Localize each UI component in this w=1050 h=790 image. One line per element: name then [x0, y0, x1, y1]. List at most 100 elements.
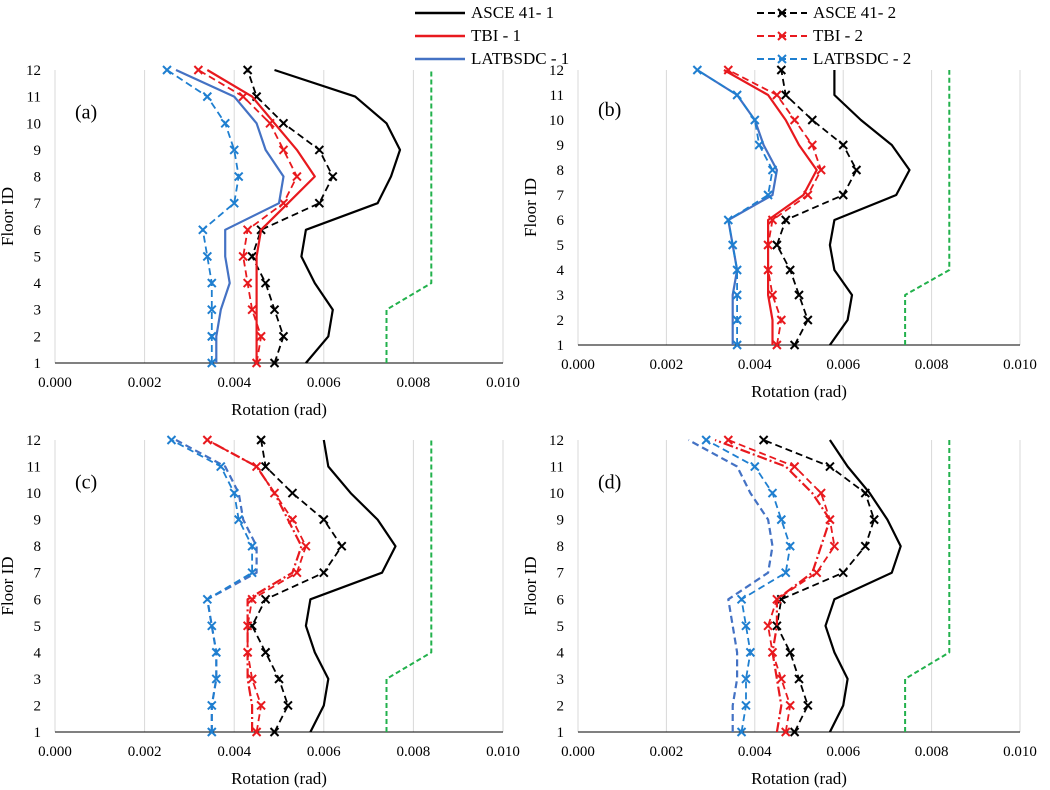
x-tick-label: 0.010 [1003, 744, 1037, 760]
data-point-asce-41-2 [785, 647, 795, 658]
y-tick-label: 11 [550, 88, 564, 104]
series-line-latbsdc-2 [696, 69, 774, 345]
x-tick-label: 0.004 [217, 744, 251, 760]
data-point-asce-41-2 [825, 461, 835, 472]
data-point-tbi-2 [251, 358, 262, 368]
x-tick-label: 0.004 [738, 744, 772, 760]
data-point-latbsdc-2 [202, 91, 213, 102]
data-point-tbi-2 [829, 541, 840, 551]
data-point-asce-41-2 [772, 621, 782, 631]
data-point-tbi-2 [292, 568, 302, 578]
data-point-tbi-2 [789, 115, 800, 125]
series-line-asce-41-1 [828, 70, 911, 346]
y-axis-title: Floor ID [521, 556, 540, 615]
legend: ASCE 41- 1 ASCE 41- 2 TBI - 1 TBI - 2 LA… [415, 0, 1045, 70]
data-point-asce-41-2 [314, 198, 325, 208]
series-line-tbi-2 [727, 439, 836, 733]
x-axis-title: Rotation (rad) [751, 769, 847, 788]
x-axis-title: Rotation (rad) [231, 400, 327, 419]
data-point-tbi-2 [767, 290, 778, 300]
y-tick-label: 2 [557, 313, 565, 329]
y-tick-label: 6 [34, 592, 42, 608]
data-point-tbi-2 [776, 315, 787, 325]
data-point-latbsdc-2 [207, 621, 217, 631]
x-tick-label: 0.000 [38, 744, 72, 760]
series-line-tbi-2 [727, 69, 822, 346]
data-point-tbi-2 [247, 674, 257, 684]
data-point-tbi-2 [278, 198, 289, 208]
data-point-tbi-2 [825, 514, 835, 525]
data-point-tbi-2 [242, 225, 253, 235]
data-point-latbsdc-2 [162, 65, 172, 75]
data-point-tbi-2 [772, 594, 782, 604]
data-point-latbsdc-2 [732, 290, 742, 300]
data-point-latbsdc-2 [736, 594, 747, 604]
data-point-asce-41-2 [269, 358, 280, 368]
data-point-asce-41-2 [242, 65, 253, 75]
x-tick-label: 0.002 [650, 744, 684, 760]
legend-swatch-tbi2 [757, 31, 807, 41]
x-tick-label: 0.004 [217, 375, 251, 391]
data-point-tbi-2 [238, 91, 248, 102]
data-point-asce-41-2 [838, 140, 848, 150]
data-point-latbsdc-2 [211, 647, 221, 658]
y-tick-label: 8 [557, 539, 565, 555]
data-point-tbi-2 [278, 145, 289, 155]
data-point-latbsdc-2 [247, 568, 257, 578]
y-tick-label: 12 [549, 433, 564, 449]
data-point-latbsdc-2 [216, 461, 226, 472]
y-tick-label: 3 [34, 303, 42, 319]
data-point-asce-41-2 [838, 190, 848, 200]
data-point-tbi-2 [242, 621, 253, 631]
data-point-asce-41-2 [256, 435, 266, 445]
y-tick-label: 9 [557, 138, 565, 154]
series-line-asce-41-2 [251, 439, 343, 733]
y-tick-label: 8 [34, 539, 42, 555]
data-point-tbi-2 [193, 65, 204, 75]
y-tick-label: 3 [34, 672, 42, 688]
x-tick-label: 0.008 [397, 375, 431, 391]
data-point-latbsdc-2 [767, 488, 778, 498]
data-point-tbi-2 [202, 435, 213, 445]
data-point-asce-41-2 [274, 674, 284, 684]
y-axis-title: Floor ID [0, 556, 17, 615]
legend-swatch-lat2 [757, 54, 807, 64]
y-tick-label: 11 [27, 460, 41, 476]
y-tick-label: 12 [26, 433, 41, 449]
data-point-asce-41-2 [758, 435, 769, 445]
y-tick-label: 7 [557, 188, 565, 204]
data-point-tbi-2 [247, 594, 257, 604]
data-point-tbi-2 [242, 647, 253, 658]
data-point-asce-41-2 [781, 215, 791, 225]
data-point-asce-41-2 [337, 541, 347, 551]
y-tick-label: 5 [34, 249, 42, 265]
y-tick-label: 12 [549, 63, 564, 79]
data-point-tbi-2 [763, 265, 773, 275]
series-line-latbsdc-2 [166, 69, 240, 363]
y-tick-label: 4 [34, 276, 42, 292]
data-point-latbsdc-2 [202, 594, 213, 604]
series-line-latbsdc-1 [175, 68, 285, 363]
y-tick-label: 2 [34, 698, 42, 714]
y-axis-title: Floor ID [521, 178, 540, 237]
data-point-latbsdc-2 [229, 198, 239, 208]
y-tick-label: 5 [34, 619, 42, 635]
data-point-latbsdc-2 [207, 700, 217, 711]
y-tick-label: 4 [557, 645, 565, 661]
data-point-asce-41-2 [287, 488, 298, 498]
chart-panel-a: 0.000 0.002 0.004 0.006 0.008 0.0101234567891… [0, 63, 520, 419]
data-point-tbi-2 [287, 514, 298, 525]
data-point-asce-41-2 [869, 514, 879, 525]
data-point-latbsdc-2 [745, 647, 756, 658]
data-point-tbi-2 [767, 215, 778, 225]
x-axis-title: Rotation (rad) [751, 382, 847, 401]
data-point-asce-41-2 [247, 251, 257, 262]
x-tick-label: 0.010 [1003, 357, 1037, 373]
data-point-tbi-2 [772, 340, 782, 350]
series-line-latbsdc-1 [696, 69, 779, 345]
legend-item-lat2: LATBSDC - 2 [757, 48, 911, 70]
legend-swatch-lat1 [415, 57, 465, 61]
data-point-tbi-2 [767, 647, 778, 658]
y-tick-label: 8 [557, 163, 565, 179]
